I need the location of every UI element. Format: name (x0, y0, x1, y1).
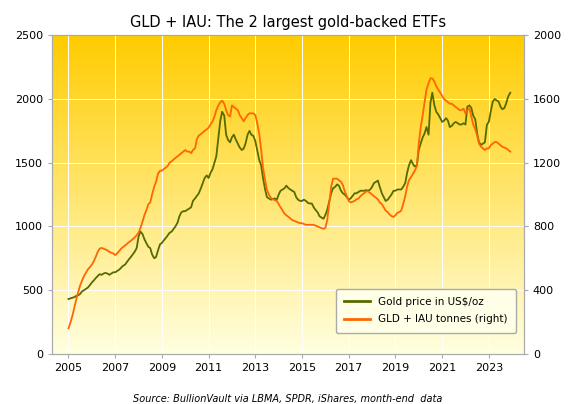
Title: GLD + IAU: The 2 largest gold-backed ETFs: GLD + IAU: The 2 largest gold-backed ETF… (130, 15, 446, 30)
Legend: Gold price in US$/oz, GLD + IAU tonnes (right): Gold price in US$/oz, GLD + IAU tonnes (… (336, 289, 516, 332)
Text: Source: BullionVault via LBMA, SPDR, iShares, month-end  data: Source: BullionVault via LBMA, SPDR, iSh… (133, 394, 443, 404)
